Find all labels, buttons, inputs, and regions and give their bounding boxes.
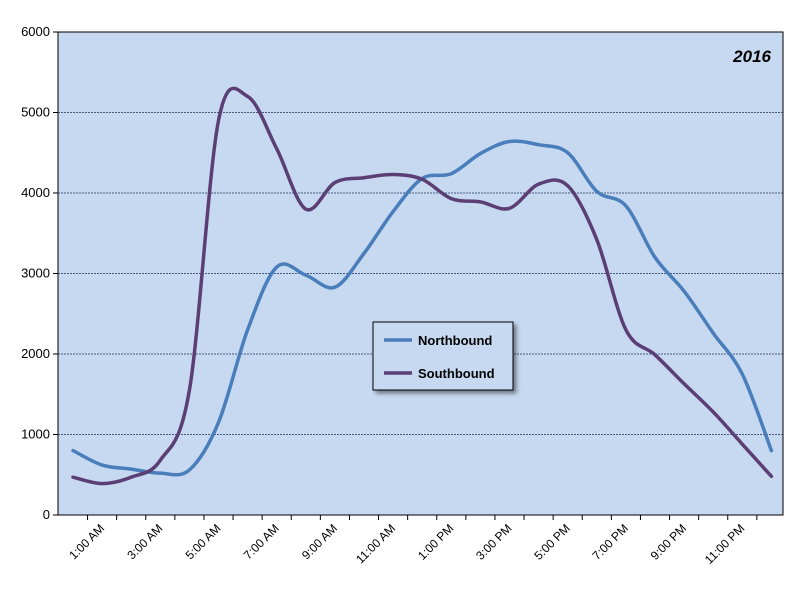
x-tick-label: 7:00 AM bbox=[241, 521, 282, 562]
y-tick-label: 3000 bbox=[21, 266, 50, 281]
y-tick-label: 5000 bbox=[21, 105, 50, 120]
series-line-southbound bbox=[71, 86, 774, 486]
x-tick-label: 1:00 PM bbox=[415, 521, 457, 563]
x-tick-label: 11:00 AM bbox=[353, 521, 398, 566]
legend-box bbox=[372, 321, 514, 391]
series-lines bbox=[71, 86, 774, 486]
legend-label-northbound: Northbound bbox=[418, 333, 492, 348]
y-tick-label: 1000 bbox=[21, 427, 50, 442]
x-tick-label: 3:00 AM bbox=[124, 521, 165, 562]
x-tick-label: 7:00 PM bbox=[590, 521, 632, 563]
x-tick-label: 1:00 AM bbox=[66, 521, 107, 562]
x-tick-label: 11:00 PM bbox=[702, 521, 748, 567]
x-axis-ticks: 1:00 AM 3:00 AM 5:00 AM 7:00 AM 9:00 AM 11:00… bbox=[66, 515, 758, 567]
y-axis-ticks: 0 1000 2000 3000 4000 5000 6000 bbox=[21, 24, 58, 522]
y-tick-label: 0 bbox=[43, 507, 50, 522]
y-tick-label: 4000 bbox=[21, 185, 50, 200]
x-tick-label: 9:00 AM bbox=[299, 521, 340, 562]
x-tick-label: 5:00 PM bbox=[531, 521, 573, 563]
y-tick-label: 6000 bbox=[21, 24, 50, 39]
legend: Northbound Southbound bbox=[372, 321, 514, 391]
chart-title: 2016 bbox=[732, 47, 771, 66]
y-tick-label: 2000 bbox=[21, 346, 50, 361]
x-tick-label: 5:00 AM bbox=[183, 521, 224, 562]
legend-label-southbound: Southbound bbox=[418, 366, 495, 381]
x-tick-label: 9:00 PM bbox=[648, 521, 690, 563]
x-tick-label: 3:00 PM bbox=[473, 521, 515, 563]
